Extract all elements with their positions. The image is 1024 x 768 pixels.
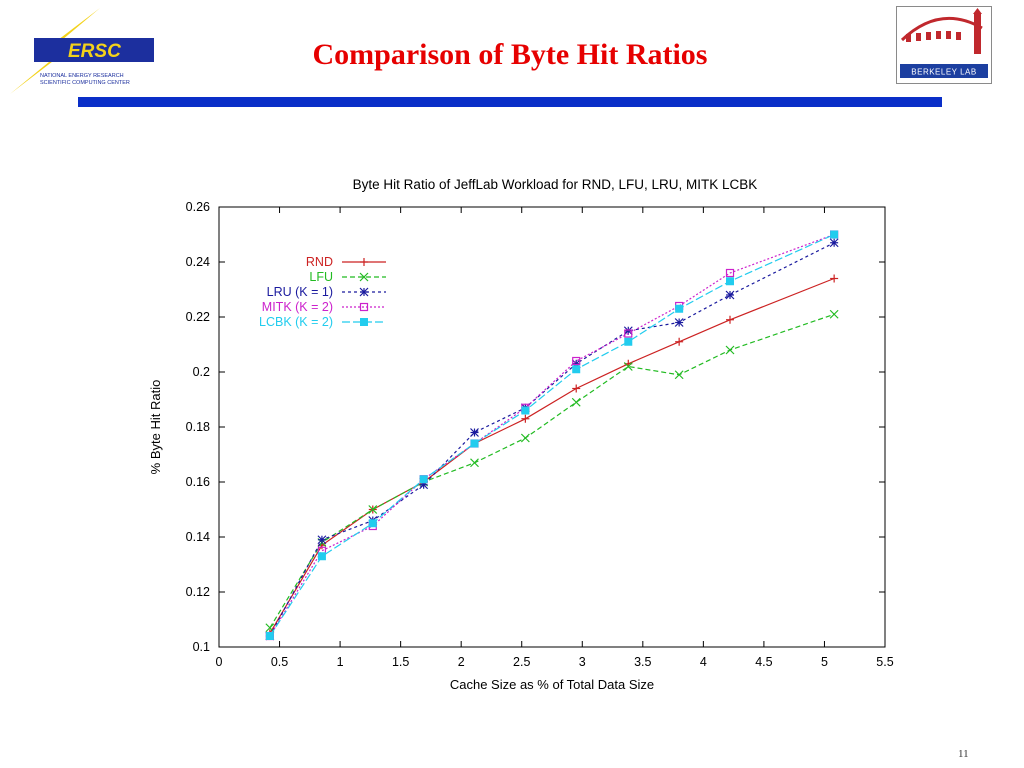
x-tick-label: 3 [579,655,586,669]
data-point-2 [470,428,479,437]
byte-hit-ratio-chart: Byte Hit Ratio of JeffLab Workload for R… [148,177,894,692]
data-point-1 [725,345,735,355]
series-line-1 [269,313,835,629]
data-point-4 [265,632,274,640]
nersc-logo-subtitle-1: NATIONAL ENERGY RESEARCH [40,73,124,79]
data-point-4 [521,406,530,415]
legend-marker [360,318,368,326]
data-point-0 [830,274,839,283]
data-point-0 [675,337,684,346]
data-point-1 [571,397,581,407]
x-tick-label: 1 [337,655,344,669]
legend-marker [360,258,368,266]
berkeley-lab-band [900,64,988,78]
nersc-logo-text: ERSC [68,41,121,62]
page-number: 11 [958,748,969,760]
x-tick-label: 3.5 [634,655,651,669]
nersc-logo: ERSC NATIONAL ENERGY RESEARCH SCIENTIFIC… [10,8,154,94]
x-tick-label: 5 [821,655,828,669]
y-tick-label: 0.22 [186,310,210,324]
x-tick-label: 2.5 [513,655,530,669]
data-point-1 [829,309,839,319]
data-point-3 [725,268,735,278]
axis-ticks: 0 0.5 1 1.5 2 2.5 3 3.5 4 4.5 5 5.5 0.1 0.12 0.14 0.16 0… [186,200,894,669]
nersc-logo-subtitle-2: SCIENTIFIC COMPUTING CENTER [40,80,130,86]
legend-marker [359,302,369,312]
data-point-1 [470,458,479,468]
y-tick-label: 0.1 [193,640,210,654]
series-line-0 [269,277,835,634]
data-point-1 [368,505,378,514]
legend-marker [359,272,369,282]
series-layer [265,230,839,641]
data-point-2 [317,535,327,545]
data-point-4 [572,365,581,374]
nersc-logo-band [34,38,154,62]
series-line-2 [269,242,835,637]
x-tick-label: 0 [216,655,223,669]
x-tick-label: 0.5 [271,655,288,669]
legend-marker [359,287,369,297]
data-point-0 [726,315,735,324]
legend-label: LRU (K = 1) [267,285,333,299]
data-point-1 [520,433,530,443]
data-point-4 [830,230,839,239]
x-tick-label: 4 [700,655,707,669]
legend-label: MITK (K = 2) [262,300,333,314]
x-axis-label: Cache Size as % of Total Data Size [450,677,654,692]
lab-arc-icon [900,16,983,42]
data-point-3 [572,356,581,366]
data-point-2 [674,318,684,327]
x-tick-label: 2 [458,655,465,669]
data-point-4 [624,337,633,346]
data-point-4 [368,519,377,528]
berkeley-lab-text: BERKELEY LAB [911,68,976,77]
y-tick-label: 0.24 [186,255,210,269]
data-point-1 [623,362,633,371]
data-point-4 [726,277,735,286]
y-tick-label: 0.26 [186,200,210,214]
slide-title: Comparison of Byte Hit Ratios [312,38,708,71]
y-tick-label: 0.18 [186,420,210,434]
title-rule [78,97,942,107]
data-point-2 [725,290,735,300]
data-point-1 [674,370,684,380]
chart-title: Byte Hit Ratio of JeffLab Workload for R… [353,177,758,192]
x-tick-label: 5.5 [876,655,893,669]
data-point-3 [624,329,633,338]
legend-label: RND [306,255,333,269]
berkeley-lab-logo: BERKELEY LAB [896,6,992,84]
series-line-3 [269,233,835,637]
data-point-0 [521,414,530,423]
y-axis-label: % Byte Hit Ratio [148,380,163,475]
data-point-4 [317,552,326,561]
data-point-0 [572,384,581,393]
data-point-4 [419,475,428,484]
legend-label: LCBK (K = 2) [259,315,333,329]
series-line-4 [269,233,835,637]
y-tick-label: 0.14 [186,530,210,544]
x-tick-label: 1.5 [392,655,409,669]
y-tick-label: 0.12 [186,585,210,599]
data-point-4 [675,304,684,313]
y-tick-label: 0.2 [193,365,210,379]
data-point-2 [829,238,839,248]
data-point-4 [470,439,479,448]
legend-label: LFU [309,270,333,284]
campanile-icon [906,8,982,54]
y-tick-label: 0.16 [186,475,210,489]
x-tick-label: 4.5 [755,655,772,669]
